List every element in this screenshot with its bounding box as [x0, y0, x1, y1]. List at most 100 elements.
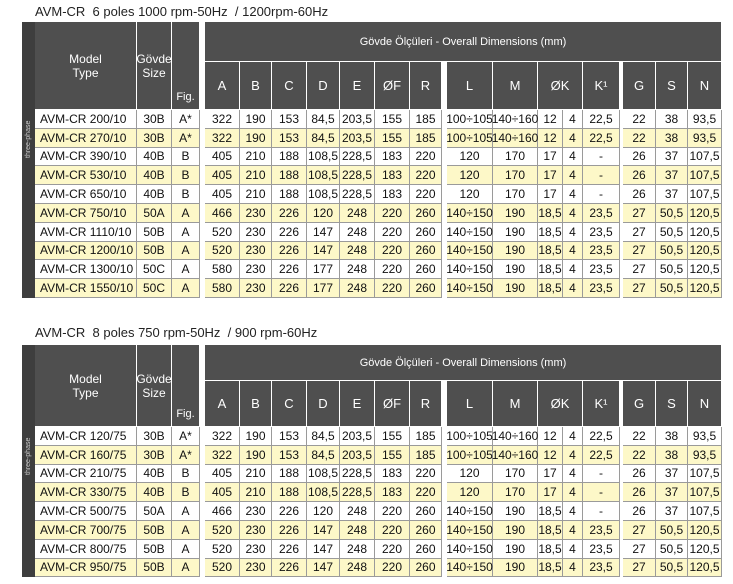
table-cell: 38 [656, 427, 688, 446]
table-cell: 37 [656, 147, 688, 167]
model-cell: AVM-CR 1300/10 [35, 260, 137, 280]
table-cell: 22 [623, 427, 656, 446]
table-cell: 188 [272, 147, 307, 167]
table-cell: 147 [307, 521, 340, 540]
table-cell: 26 [623, 147, 656, 167]
table-cell: 4 [563, 539, 583, 559]
table-cell: 140÷150 [446, 521, 493, 540]
table-cell: 22,5 [583, 427, 620, 446]
table-cell: 120,5 [688, 558, 722, 578]
size-header: Gövde Size [136, 345, 172, 427]
table-cell: - [583, 166, 620, 186]
table-cell: 220 [375, 502, 410, 521]
table-cell: 405 [205, 147, 240, 167]
model-cell: AVM-CR 530/10 [35, 166, 137, 186]
column-header: L [447, 62, 493, 110]
table-cell: 220 [375, 521, 410, 540]
table-cell: 18,5 [538, 241, 563, 261]
table-cell: 4 [563, 147, 583, 167]
table-cell: 260 [410, 502, 442, 521]
model-cell: AVM-CR 200/10 [35, 110, 137, 129]
column-header: ØK [538, 62, 583, 110]
model-header: Model Type [35, 22, 137, 110]
column-header: A [205, 381, 240, 427]
table-cell: 140÷150 [446, 204, 493, 223]
table-cell: 50,5 [656, 539, 688, 559]
table-cell: 93,5 [688, 128, 722, 148]
table-cell: 50B [137, 558, 172, 578]
table-cell: 4 [563, 222, 583, 242]
table-cell: 155 [375, 427, 410, 446]
table-cell: 248 [340, 279, 375, 298]
table-cell: 4 [563, 260, 583, 280]
column-header: G [623, 381, 656, 427]
table-cell: 260 [410, 558, 442, 578]
table-cell: 190 [240, 445, 272, 465]
table-cell: 183 [375, 147, 410, 167]
column-header: E [340, 62, 375, 110]
table-cell: A [172, 521, 200, 540]
table-cell: 50A [137, 502, 172, 521]
table-cell: 140÷150 [446, 222, 493, 242]
table-cell: 190 [240, 427, 272, 446]
table-cell: A [172, 279, 200, 298]
table-cell: 108,5 [307, 483, 340, 503]
table-cell: 50,5 [656, 222, 688, 242]
table-cell: 107,5 [688, 166, 722, 186]
table-cell: 230 [240, 260, 272, 280]
table-cell: 40B [137, 185, 172, 204]
table-cell: 50,5 [656, 241, 688, 261]
column-header: A [205, 62, 240, 110]
table-cell: 220 [375, 260, 410, 280]
table-cell: 248 [340, 222, 375, 242]
table-cell: 147 [307, 558, 340, 578]
table-cell: 4 [563, 483, 583, 503]
table-cell: 22 [623, 128, 656, 148]
table-cell: 140÷160 [492, 110, 538, 129]
table-cell: 190 [493, 204, 538, 223]
table-cell: 12 [538, 128, 563, 148]
column-header: G [623, 62, 656, 110]
column-header: R [410, 62, 442, 110]
table-cell: 140÷150 [446, 260, 493, 280]
table-cell: 170 [493, 185, 538, 204]
table-cell: 153 [272, 445, 307, 465]
table-cell: 188 [272, 166, 307, 186]
table-cell: 260 [410, 260, 442, 280]
column-header: D [307, 62, 340, 110]
table-cell: 38 [656, 128, 688, 148]
table-cell: 107,5 [688, 185, 722, 204]
table-cell: A [172, 539, 200, 559]
table-cell: 26 [623, 464, 656, 484]
table-cell: 248 [340, 502, 375, 521]
table-cell: 155 [375, 128, 410, 148]
table-cell: 30B [137, 110, 172, 129]
table-cell: 120,5 [688, 222, 722, 242]
table-cell: 228,5 [340, 147, 375, 167]
table-cell: 120,5 [688, 521, 722, 540]
table-cell: 185 [410, 427, 442, 446]
column-header: C [272, 62, 307, 110]
table-cell: B [172, 464, 200, 484]
table-cell: 17 [538, 464, 563, 484]
header-line: Gövde [136, 51, 172, 66]
column-header: K¹ [583, 62, 620, 110]
header-line: Size [142, 65, 166, 80]
table-cell: 22 [623, 110, 656, 129]
table-cell: 190 [493, 539, 538, 559]
table-cell: 220 [375, 204, 410, 223]
table-cell: 4 [563, 204, 583, 223]
table-cell: 170 [493, 166, 538, 186]
table-cell: 210 [240, 464, 272, 484]
fig-header: Fig. [172, 345, 200, 427]
table-cell: 23,5 [583, 279, 620, 298]
table-cell: 322 [205, 427, 240, 446]
table-cell: 120 [447, 185, 493, 204]
column-header: K¹ [583, 381, 620, 427]
table-cell: 4 [563, 110, 583, 129]
table-cell: 4 [563, 558, 583, 578]
header-line: Type [72, 65, 99, 80]
table-cell: 190 [493, 502, 538, 521]
table-cell: 26 [623, 185, 656, 204]
